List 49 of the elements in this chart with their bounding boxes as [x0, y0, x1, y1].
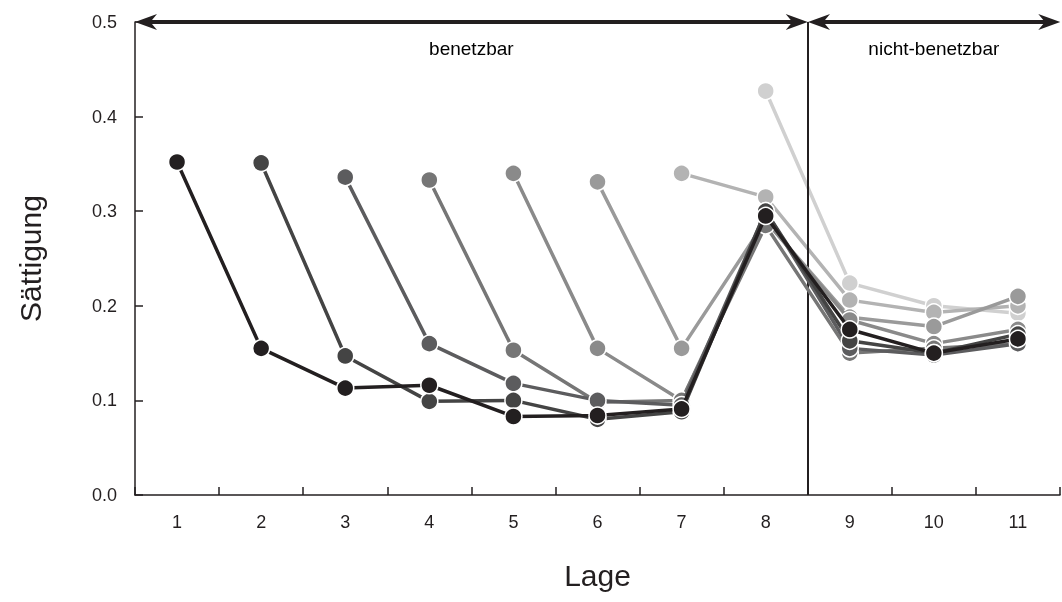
y-tick-label: 0.4: [91, 106, 117, 127]
point: [756, 206, 775, 226]
point: [840, 273, 860, 293]
y-tick-label: 0.5: [91, 12, 117, 32]
x-tick-label: 1: [172, 512, 183, 532]
point: [504, 391, 523, 410]
x-tick-label: 8: [760, 512, 771, 532]
point: [672, 339, 691, 358]
point: [840, 320, 860, 339]
point: [504, 341, 523, 360]
x-axis-title: Lage: [564, 558, 631, 592]
point: [1008, 329, 1028, 349]
point: [588, 172, 607, 192]
y-tick-label: 0.2: [91, 295, 117, 316]
x-tick-label: 11: [1008, 512, 1028, 532]
y-tick-label: 0.0: [91, 485, 117, 505]
x-tick-label: 5: [508, 512, 519, 532]
point: [335, 167, 355, 187]
y-tick-label: 0.1: [91, 390, 117, 411]
point: [251, 339, 271, 358]
point: [167, 152, 187, 172]
x-tick-label: 3: [340, 512, 351, 532]
point: [1008, 287, 1028, 306]
point: [420, 334, 439, 353]
point: [504, 164, 523, 183]
point: [504, 407, 523, 426]
x-tick-label: 10: [923, 512, 944, 532]
x-tick-label: 4: [424, 512, 435, 532]
x-tick-label: 6: [592, 512, 603, 532]
point: [672, 164, 691, 183]
annotation: nicht-benetzbar: [867, 38, 1001, 60]
point: [335, 346, 355, 366]
point: [504, 374, 523, 393]
point: [420, 170, 439, 190]
y-axis-title: Sättigung: [13, 195, 47, 322]
y-tick-label: 0.3: [91, 201, 117, 222]
point: [588, 406, 607, 425]
point: [756, 81, 775, 101]
point: [420, 376, 439, 395]
point: [924, 317, 944, 336]
x-tick-label: 9: [844, 512, 855, 532]
point: [588, 339, 607, 358]
point: [840, 290, 860, 310]
point: [251, 153, 271, 173]
annotation: benetzbar: [428, 38, 515, 60]
x-tick-label: 7: [676, 512, 687, 532]
point: [420, 392, 439, 411]
x-tick-label: 2: [256, 512, 267, 532]
point: [335, 378, 355, 398]
